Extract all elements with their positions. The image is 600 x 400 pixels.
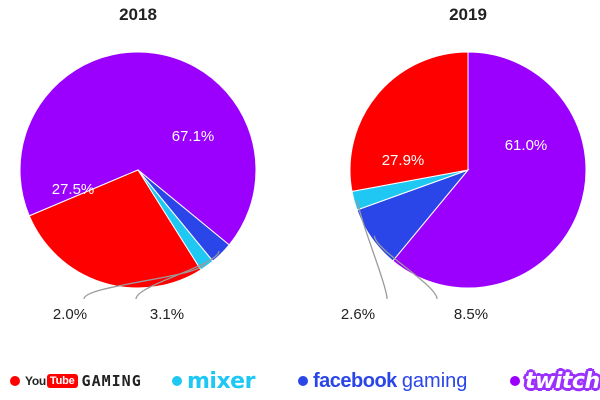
slice-twitch (19, 51, 257, 246)
data-label-twitch: 61.0% (505, 137, 548, 154)
legend-item-youtube-gaming: You Tube GAMING (10, 366, 142, 396)
data-label-youtube-gaming: 27.5% (52, 181, 95, 198)
facebook-logo: facebook (313, 369, 397, 392)
data-label-facebook-gaming: 8.5% (454, 306, 488, 323)
mixer-logo: mixer (187, 368, 255, 394)
data-label-twitch: 67.1% (172, 128, 215, 145)
twitch-logo: twitch (525, 368, 600, 394)
chart-title: 2019 (449, 5, 487, 24)
leader-line-facebook-gaming (135, 250, 220, 300)
pie-charts: 2018 27.5% 2.0% 3.1% 67.1% 2019 27.9% 2.6% 8.5% 6… (19, 5, 587, 323)
data-label-mixer: 2.0% (53, 306, 87, 323)
legend-item-mixer: mixer (172, 366, 255, 396)
leader-line-facebook-gaming (373, 235, 438, 300)
facebook-gaming-dot (298, 376, 308, 386)
slice-twitch (392, 51, 587, 289)
chart-title: 2018 (119, 5, 157, 24)
legend-item-twitch: twitch (510, 366, 600, 396)
data-label-facebook-gaming: 3.1% (150, 306, 184, 323)
legend-item-facebook-gaming: facebook gaming (298, 366, 467, 396)
slice-youtube-gaming (28, 169, 202, 289)
legend: You Tube GAMING mixer facebook gaming tw… (0, 366, 600, 396)
mixer-dot (172, 376, 182, 386)
youtube-gaming-dot (10, 376, 20, 386)
pie-2018: 2018 27.5% 2.0% 3.1% 67.1% (19, 5, 257, 323)
data-label-mixer: 2.6% (341, 306, 375, 323)
leader-line-mixer (83, 262, 206, 300)
data-label-youtube-gaming: 27.9% (382, 152, 425, 169)
twitch-dot (510, 376, 520, 386)
slice-youtube-gaming (349, 51, 469, 192)
leader-line-mixer (356, 199, 388, 300)
pie-2019: 2019 27.9% 2.6% 8.5% 61.0% (341, 5, 587, 323)
youtube-gaming-logo: You Tube GAMING (25, 372, 142, 390)
facebook-gaming-text: gaming (401, 369, 468, 392)
